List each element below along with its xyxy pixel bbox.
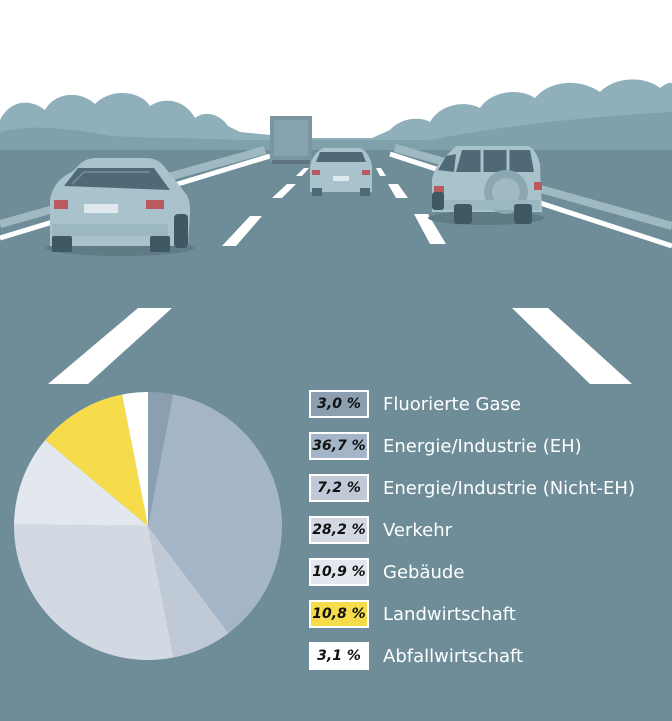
suv-car-icon <box>428 146 544 225</box>
legend-value-label: 3,0 % <box>309 390 369 418</box>
legend-category-label: Verkehr <box>383 520 453 541</box>
sedan-car-icon <box>46 158 194 256</box>
legend-category-label: Energie/Industrie (EH) <box>383 436 582 457</box>
legend-value-label: 36,7 % <box>309 432 369 460</box>
lane-dash <box>222 216 262 246</box>
legend-category-label: Fluorierte Gase <box>383 394 521 415</box>
pie-slice-5 <box>45 394 148 526</box>
small-car-icon <box>310 148 372 196</box>
pie-slice-1 <box>148 394 283 634</box>
pie-slice-4 <box>14 440 149 526</box>
pie-chart <box>14 392 283 660</box>
pie-slice-2 <box>148 526 229 658</box>
legend-value-label: 7,2 % <box>309 474 369 502</box>
pie-slice-3 <box>14 524 174 660</box>
pie-slice-0 <box>148 392 174 526</box>
lane-dash <box>272 184 296 198</box>
legend-value-label: 3,1 % <box>309 642 369 670</box>
lane-dash <box>376 168 386 176</box>
legend-category-label: Abfallwirtschaft <box>383 646 524 667</box>
legend-category-label: Energie/Industrie (Nicht-EH) <box>383 478 635 499</box>
lane-markings <box>48 168 632 384</box>
trees-shadow <box>0 112 672 150</box>
pie-slice-6 <box>122 392 148 526</box>
lane-dash <box>414 214 446 244</box>
legend-value-label: 28,2 % <box>309 516 369 544</box>
lane-dash <box>296 168 309 176</box>
lane-dash-large <box>48 308 172 384</box>
legend-value-label: 10,9 % <box>309 558 369 586</box>
legend-category-label: Gebäude <box>383 562 465 583</box>
truck-icon <box>270 116 312 164</box>
lane-dash <box>388 184 408 198</box>
lane-dash-large <box>512 308 632 384</box>
legend-value-label: 10,8 % <box>309 600 369 628</box>
legend-category-label: Landwirtschaft <box>383 604 516 625</box>
